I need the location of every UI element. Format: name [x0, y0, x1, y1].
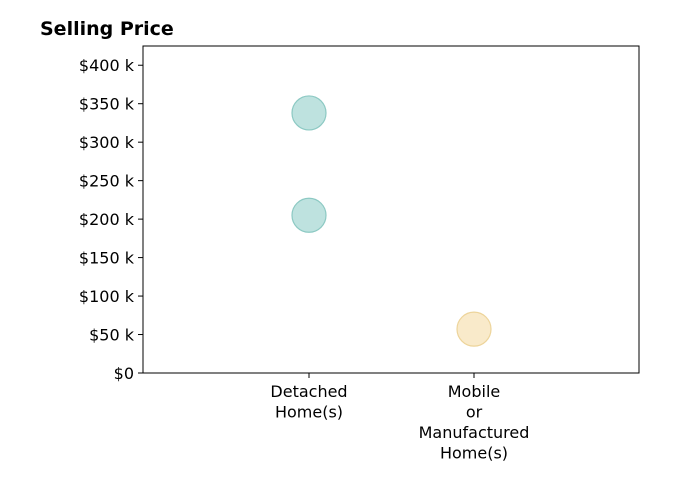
x-tick-label: Mobile or Manufactured Home(s) [419, 382, 530, 463]
x-tick-label: Detached Home(s) [270, 382, 347, 422]
y-tick-label: $100 k [79, 287, 135, 306]
y-tick-label: $250 k [79, 172, 135, 191]
y-tick-label: $150 k [79, 249, 135, 268]
plot-frame [142, 45, 640, 374]
y-tick-label: $0 [114, 364, 134, 383]
data-point [291, 95, 327, 131]
data-point [456, 311, 492, 347]
y-tick-label: $300 k [79, 133, 135, 152]
y-tick-label: $400 k [79, 56, 135, 75]
y-tick-label: $350 k [79, 95, 135, 114]
y-tick-label: $50 k [89, 326, 135, 345]
data-point [291, 197, 327, 233]
y-tick-label: $200 k [79, 210, 135, 229]
chart-title: Selling Price [40, 18, 174, 40]
